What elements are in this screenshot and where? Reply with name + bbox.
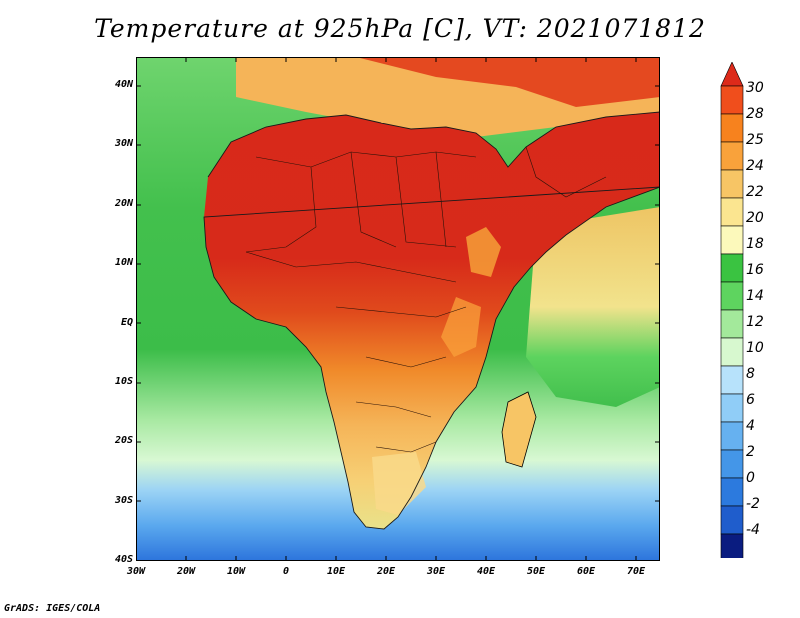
credit-text: GrADS: IGES/COLA: [4, 603, 101, 614]
madagascar: [501, 391, 537, 468]
colorbar-label: 18: [746, 236, 764, 252]
colorbar-label: 30: [746, 80, 764, 96]
colorbar-cell: [720, 449, 744, 479]
ethiopian-highlands: [466, 227, 501, 277]
colorbar-label: 12: [746, 314, 764, 330]
colorbar-label: 24: [746, 158, 764, 174]
lon-label-50e: 50E: [526, 566, 546, 577]
country-borders: [245, 146, 607, 453]
lat-label-20n: 20N: [114, 198, 133, 209]
colorbar-label: -2: [746, 496, 760, 512]
colorbar-cell: [720, 113, 744, 143]
map-border: [136, 57, 660, 561]
colorbar-label: 16: [746, 262, 764, 278]
lat-label-40n: 40N: [114, 79, 133, 90]
colorbar-cell: [720, 393, 744, 423]
colorbar-label: 28: [746, 106, 764, 122]
lat-label-20s: 20S: [114, 435, 133, 446]
lat-label-eq: EQ: [120, 317, 133, 328]
colorbar-cell: [720, 421, 744, 451]
temperature-map: [136, 57, 660, 561]
lon-label-20w: 20W: [176, 566, 196, 577]
lon-label-60e: 60E: [576, 566, 596, 577]
coastline: [203, 111, 660, 530]
map-canvas: [136, 57, 660, 561]
colorbar-label: 25: [746, 132, 764, 148]
colorbar-label: 20: [746, 210, 764, 226]
colorbar-label: 10: [746, 340, 764, 356]
lat-label-30n: 30N: [114, 138, 133, 149]
lat-label-30s: 30S: [114, 495, 133, 506]
colorbar-label: 2: [746, 444, 755, 460]
colorbar-label: 0: [746, 470, 755, 486]
colorbar-label: 6: [746, 392, 755, 408]
lon-label-70e: 70E: [626, 566, 646, 577]
colorbar-label: 14: [746, 288, 764, 304]
colorbar-cell: [720, 533, 744, 558]
lon-label-10e: 10E: [326, 566, 346, 577]
colorbar-label: 4: [746, 418, 755, 434]
chart-title: Temperature at 925hPa [C], VT: 202107181…: [94, 14, 706, 43]
colorbar-cell: [720, 281, 744, 311]
indian-ocean-field: [526, 207, 660, 407]
colorbar: [720, 62, 744, 558]
lat-label-10s: 10S: [114, 376, 133, 387]
colorbar-cell: [720, 197, 744, 227]
colorbar-label: 8: [746, 366, 755, 382]
lat-label-10n: 10N: [114, 257, 133, 268]
colorbar-top-arrow: [720, 62, 744, 87]
lon-label-30w: 30W: [126, 566, 146, 577]
colorbar-cell: [720, 169, 744, 199]
colorbar-cell: [720, 365, 744, 395]
south-african-plateau: [372, 452, 426, 515]
colorbar-cell: [720, 505, 744, 535]
lon-label-30e: 30E: [426, 566, 446, 577]
colorbar-cell: [720, 337, 744, 367]
europe-mideast-field: [356, 57, 660, 107]
colorbar-cell: [720, 309, 744, 339]
axis-ticks: [136, 57, 660, 561]
lon-label-0: 0: [282, 566, 290, 577]
africa-landmass: [204, 112, 660, 529]
colorbar-label: -4: [746, 522, 760, 538]
lon-label-40e: 40E: [476, 566, 496, 577]
colorbar-cell: [720, 141, 744, 171]
lon-label-20e: 20E: [376, 566, 396, 577]
colorbar-cell: [720, 477, 744, 507]
colorbar-label: 22: [746, 184, 764, 200]
lat-label-40s: 40S: [114, 554, 133, 565]
lon-label-10w: 10W: [226, 566, 246, 577]
colorbar-cell: [720, 225, 744, 255]
colorbar-cell: [720, 85, 744, 115]
colorbar-cell: [720, 253, 744, 283]
colorbar-cells: [720, 62, 744, 558]
